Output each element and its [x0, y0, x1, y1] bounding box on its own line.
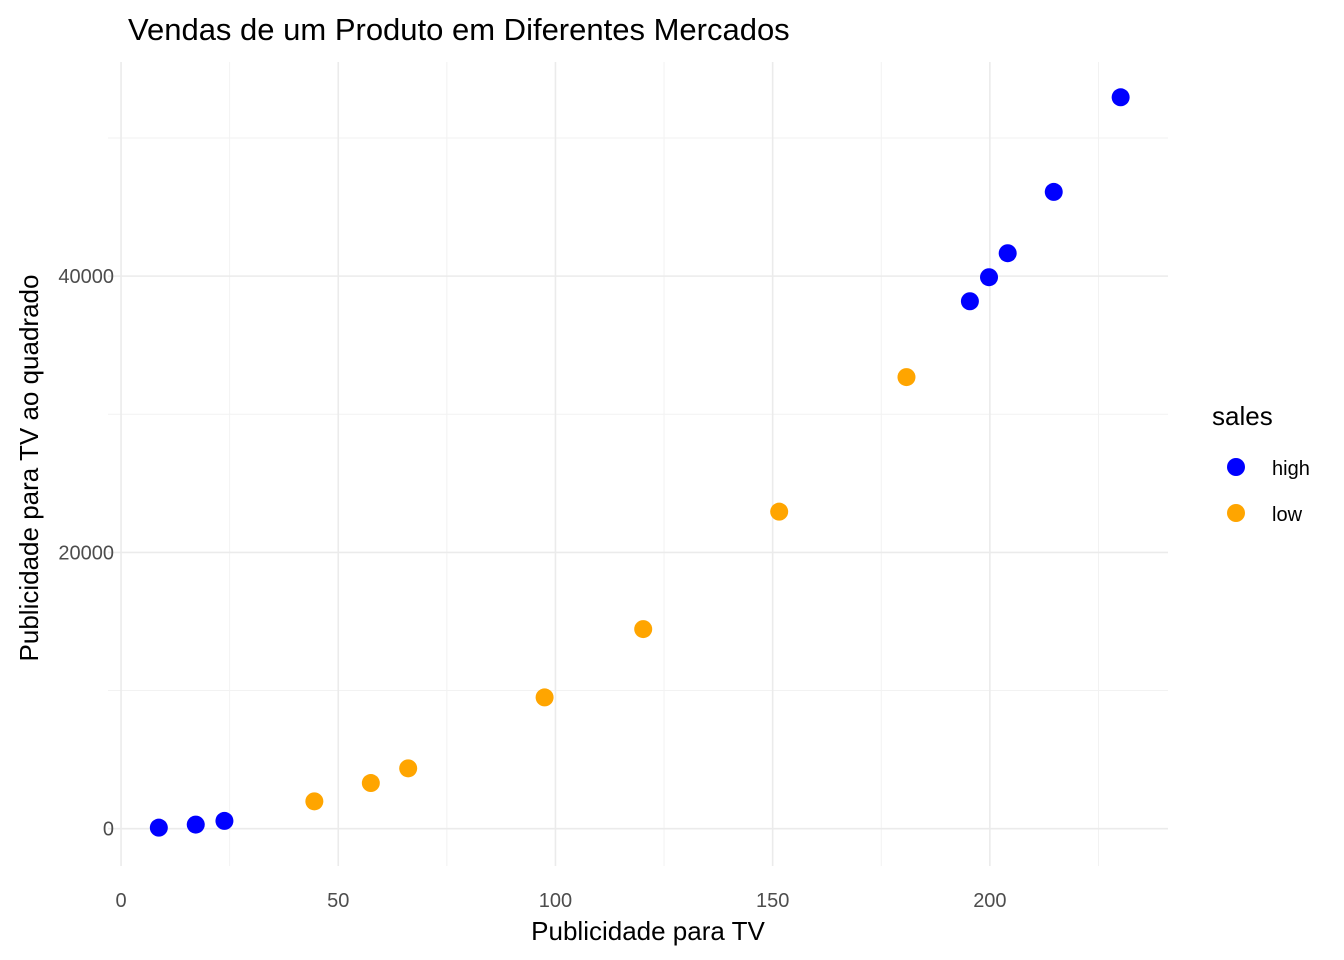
x-tick-label: 0 [115, 890, 126, 912]
data-point-low [305, 792, 324, 811]
data-point-low [634, 620, 653, 639]
data-point-high [215, 811, 234, 830]
data-point-low [770, 502, 789, 521]
x-tick-label: 100 [539, 890, 572, 912]
x-tick-label: 150 [756, 890, 789, 912]
legend: sales high low [1212, 401, 1310, 526]
data-point-high [960, 292, 979, 311]
data-points [149, 88, 1130, 837]
y-axis-label: Publicidade para TV ao quadrado [14, 275, 44, 662]
data-point-high [980, 268, 999, 287]
y-tick-label: 0 [103, 819, 114, 841]
y-tick-label: 40000 [58, 266, 114, 288]
data-point-low [535, 688, 554, 707]
legend-title: sales [1212, 401, 1273, 431]
x-axis-label: Publicidade para TV [531, 916, 765, 946]
data-point-low [399, 759, 418, 778]
chart-title: Vendas de um Produto em Diferentes Merca… [128, 12, 790, 47]
y-tick-label: 20000 [58, 542, 114, 564]
data-point-high [186, 815, 205, 834]
legend-swatch-low [1227, 504, 1245, 522]
x-tick-labels: 0 50 100 150 200 [115, 890, 1006, 912]
legend-swatch-high [1227, 458, 1245, 476]
x-tick-label: 200 [973, 890, 1006, 912]
legend-label-high: high [1272, 458, 1310, 480]
grid [108, 62, 1168, 866]
legend-label-low: low [1272, 504, 1303, 526]
data-point-high [1111, 88, 1130, 107]
data-point-low [361, 774, 380, 793]
y-tick-labels: 0 20000 40000 [58, 266, 114, 841]
data-point-high [149, 818, 168, 837]
data-point-low [897, 368, 916, 387]
x-tick-label: 50 [327, 890, 349, 912]
legend-item-high: high [1227, 458, 1310, 480]
data-point-high [998, 244, 1017, 263]
legend-item-low: low [1227, 504, 1303, 526]
data-point-high [1044, 182, 1063, 201]
